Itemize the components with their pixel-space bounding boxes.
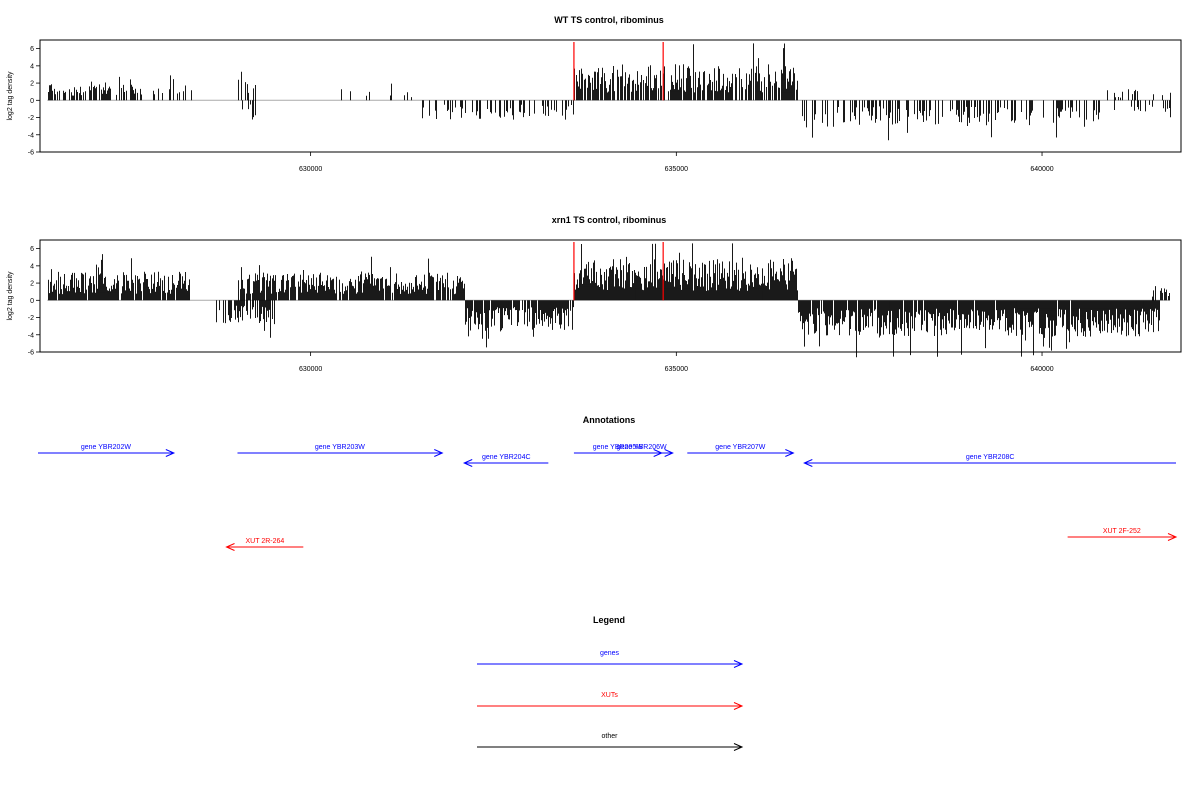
y-tick-label: 6 — [30, 246, 34, 253]
x-axis: 630000 635000 640000 — [299, 152, 1054, 173]
y-tick-label: 4 — [30, 63, 34, 70]
panel-wt: WT TS control, ribominus log2 tag densit… — [7, 15, 1182, 173]
annotations-track: Annotations gene YBR202W gene YBR203W gene… — [38, 415, 1178, 551]
legend-label: other — [602, 733, 619, 740]
feature-label: XUT 2R-264 — [246, 538, 285, 545]
feature-label: gene YBR205W — [593, 444, 643, 451]
arrowhead-icon — [733, 660, 744, 668]
x-tick-label: 630000 — [299, 166, 322, 173]
density-bars — [48, 43, 1171, 141]
arrowhead-icon — [733, 702, 744, 710]
arrowhead-icon — [785, 449, 795, 457]
y-tick-label: 6 — [30, 46, 34, 53]
x-tick-label: 640000 — [1030, 366, 1053, 373]
x-tick-label: 635000 — [665, 166, 688, 173]
red-markers — [573, 242, 664, 301]
y-tick-label: -6 — [28, 350, 34, 357]
y-tick-label: 0 — [30, 298, 34, 305]
x-tick-label: 630000 — [299, 366, 322, 373]
feature-gene: gene YBR203W — [237, 444, 444, 457]
y-tick-label: -2 — [28, 315, 34, 322]
y-tick-label: -4 — [28, 332, 34, 339]
y-tick-label: 4 — [30, 263, 34, 270]
density-bar-series — [48, 243, 1170, 358]
feature-gene: gene YBR206W — [610, 444, 674, 457]
legend: Legend genes XUTs other — [477, 615, 744, 751]
y-tick-label: -2 — [28, 115, 34, 122]
arrowhead-icon — [165, 449, 176, 457]
feature-gene: gene YBR202W — [38, 444, 176, 457]
y-axis-label: log2 tag density — [7, 271, 14, 321]
density-bars — [48, 243, 1170, 358]
panel-title: WT TS control, ribominus — [554, 15, 664, 25]
plot-frame — [39, 239, 1182, 353]
arrowhead-icon — [664, 449, 674, 457]
arrowhead-icon — [803, 459, 813, 467]
plot-frame — [39, 39, 1182, 153]
y-tick-label: 2 — [30, 81, 34, 88]
annotations-title: Annotations — [583, 415, 636, 425]
feature-xut: XUT 2F-252 — [1067, 528, 1178, 541]
feature-xut: XUT 2R-264 — [225, 538, 304, 551]
feature-label: gene YBR208C — [966, 454, 1015, 461]
arrowhead-icon — [225, 543, 235, 551]
arrowhead-icon — [434, 449, 444, 457]
x-tick-label: 635000 — [665, 366, 688, 373]
y-tick-label: 2 — [30, 281, 34, 288]
feature-label: XUT 2F-252 — [1103, 528, 1141, 535]
feature-gene: gene YBR208C — [803, 454, 1176, 467]
legend-entry-gene: genes — [477, 650, 744, 668]
feature-gene: gene YBR207W — [687, 444, 795, 457]
arrowhead-icon — [733, 743, 744, 751]
panel-xrn1: xrn1 TS control, ribominus log2 tag dens… — [7, 215, 1182, 373]
y-axis-label: log2 tag density — [7, 71, 14, 121]
y-tick-label: -6 — [28, 150, 34, 157]
y-tick-label: 0 — [30, 98, 34, 105]
y-axis: 6 4 2 0 -2 -4 -6 — [28, 46, 41, 157]
legend-label: genes — [600, 650, 620, 657]
panel-title: xrn1 TS control, ribominus — [552, 215, 667, 225]
density-bar-series — [48, 43, 1171, 141]
legend-title: Legend — [593, 615, 625, 625]
feature-label: gene YBR207W — [715, 444, 765, 451]
legend-entry-other: other — [477, 733, 744, 751]
feature-gene: gene YBR204C — [462, 454, 549, 467]
y-axis: 6 4 2 0 -2 -4 -6 — [28, 246, 41, 357]
feature-label: gene YBR204C — [482, 454, 531, 461]
x-axis: 630000 635000 640000 — [299, 352, 1054, 373]
red-markers — [573, 42, 664, 101]
arrowhead-icon — [462, 459, 473, 467]
legend-entry-xut: XUTs — [477, 692, 744, 710]
feature-label: gene YBR202W — [81, 444, 131, 451]
feature-label: gene YBR206W — [617, 444, 667, 451]
legend-label: XUTs — [601, 692, 618, 699]
arrowhead-icon — [1167, 533, 1178, 541]
x-tick-label: 640000 — [1030, 166, 1053, 173]
feature-label: gene YBR203W — [315, 444, 365, 451]
y-tick-label: -4 — [28, 132, 34, 139]
